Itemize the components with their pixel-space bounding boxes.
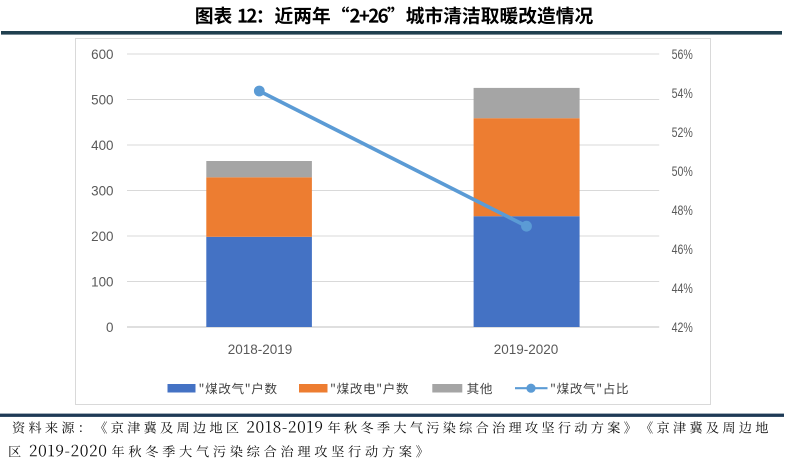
svg-text:54%: 54% <box>672 86 693 101</box>
svg-text:400: 400 <box>91 138 113 153</box>
svg-text:600: 600 <box>91 47 113 62</box>
svg-text:300: 300 <box>91 184 113 199</box>
svg-text:44%: 44% <box>672 281 693 296</box>
svg-text:0: 0 <box>106 320 113 335</box>
svg-text:48%: 48% <box>672 203 693 218</box>
svg-text:100: 100 <box>91 275 113 290</box>
svg-text:500: 500 <box>91 93 113 108</box>
svg-text:42%: 42% <box>672 320 693 335</box>
svg-text:50%: 50% <box>672 164 693 179</box>
svg-text:56%: 56% <box>672 47 693 62</box>
svg-text:46%: 46% <box>672 242 693 257</box>
svg-text:2018-2019: 2018-2019 <box>228 342 293 357</box>
svg-text:200: 200 <box>91 229 113 244</box>
svg-text:52%: 52% <box>672 125 693 140</box>
svg-text:2019-2020: 2019-2020 <box>494 342 559 357</box>
